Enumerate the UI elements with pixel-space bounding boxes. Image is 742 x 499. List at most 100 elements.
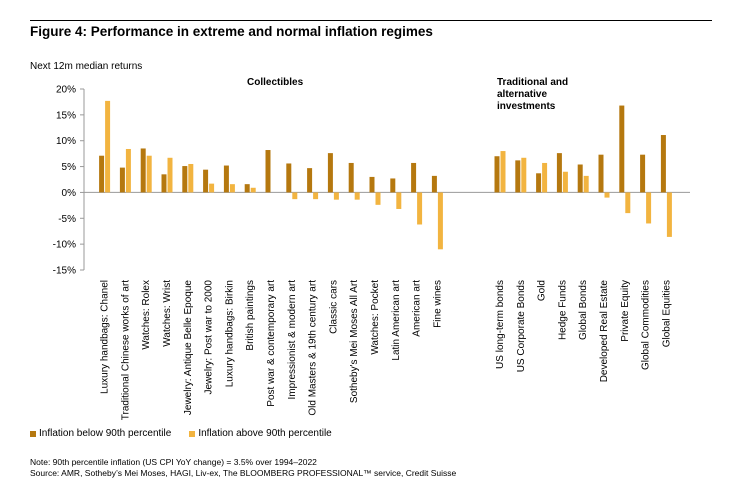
- bar-above-90th: [375, 192, 381, 205]
- x-category-label: Developed Real Estate: [599, 280, 610, 383]
- bar-above-90th: [562, 171, 568, 193]
- bar-above-90th: [167, 157, 173, 193]
- bar-above-90th: [105, 100, 111, 193]
- bar-below-90th: [161, 174, 167, 193]
- bar-below-90th: [99, 155, 105, 193]
- x-category-label: US long-term bonds: [495, 280, 506, 369]
- bar-below-90th: [140, 148, 146, 193]
- y-tick-label: 0%: [62, 188, 77, 199]
- x-category-label: Watches: Pocket: [370, 280, 381, 355]
- y-tick-label: -10%: [53, 240, 76, 251]
- bar-below-90th: [369, 176, 375, 193]
- x-category-label: Sotheby's Mei Moses All Art: [349, 280, 360, 403]
- bar-above-90th: [229, 184, 235, 193]
- bar-above-90th: [604, 192, 610, 198]
- group-label-traditional: Traditional and alternative investments: [497, 77, 569, 112]
- footnote: Note: 90th percentile inflation (US CPI …: [30, 457, 317, 467]
- x-category-label: Impressionist & modern art: [287, 280, 298, 400]
- bar-below-90th: [348, 162, 354, 193]
- x-category-label: Global Equities: [661, 280, 672, 347]
- bar-below-90th: [494, 156, 500, 193]
- bar-below-90th: [286, 163, 292, 193]
- x-category-label: Watches: Rolex: [141, 280, 152, 350]
- bar-below-90th: [556, 153, 562, 193]
- x-category-label: US Corporate Bonds: [516, 280, 527, 372]
- y-axis-label: Next 12m median returns: [30, 61, 143, 72]
- figure-title: Figure 4: Performance in extreme and nor…: [30, 24, 433, 39]
- bar-below-90th: [411, 162, 417, 193]
- x-category-label: Jewelry: Antique Belle Epoque: [183, 280, 194, 416]
- bar-below-90th: [244, 184, 250, 193]
- x-category-label: Global Bonds: [578, 280, 589, 340]
- x-category-label: Fine wines: [432, 280, 443, 328]
- bar-below-90th: [536, 173, 542, 193]
- x-category-label: Post war & contemporary art: [266, 280, 277, 407]
- bar-below-90th: [119, 167, 125, 193]
- bar-above-90th: [625, 192, 631, 214]
- bar-above-90th: [500, 151, 506, 193]
- x-category-label: Watches: Wrist: [162, 280, 173, 347]
- y-tick-label: -5%: [58, 214, 76, 225]
- x-category-label: Latin American art: [391, 280, 402, 361]
- y-tick-label: 20%: [56, 85, 76, 96]
- y-tick-label: 10%: [56, 136, 76, 147]
- x-category-label: Private Equity: [620, 280, 631, 342]
- x-category-label: Classic cars: [328, 280, 339, 334]
- bar-above-90th: [333, 192, 339, 200]
- bar-below-90th: [223, 165, 229, 193]
- y-tick-label: -15%: [53, 266, 76, 277]
- source-note: Source: AMR, Sotheby’s Mei Moses, HAGI, …: [30, 468, 457, 478]
- bar-below-90th: [577, 164, 583, 193]
- bar-below-90th: [307, 168, 313, 193]
- x-category-label: Traditional Chinese works of art: [120, 280, 131, 420]
- bar-above-90th: [666, 192, 672, 237]
- bar-below-90th: [431, 175, 437, 193]
- bar-above-90th: [521, 157, 527, 193]
- x-category-label: Global Commodities: [641, 280, 652, 370]
- bar-below-90th: [598, 154, 604, 193]
- x-category-label: British paintings: [245, 280, 256, 351]
- y-tick-label: 5%: [62, 162, 77, 173]
- bar-below-90th: [327, 153, 333, 193]
- bar-above-90th: [354, 192, 360, 200]
- bar-above-90th: [437, 192, 443, 250]
- bar-below-90th: [265, 150, 271, 193]
- bar-above-90th: [417, 192, 423, 225]
- bar-below-90th: [203, 169, 209, 193]
- legend-swatch-below: [30, 430, 36, 437]
- bar-above-90th: [396, 192, 402, 209]
- x-category-label: Gold: [537, 280, 548, 301]
- bar-below-90th: [182, 166, 188, 193]
- bar-below-90th: [640, 154, 646, 193]
- legend-item-below: Inflation below 90th percentile: [30, 428, 171, 439]
- x-category-label: Old Masters & 19th century art: [308, 280, 319, 416]
- legend-swatch-above: [189, 430, 196, 437]
- bar-above-90th: [313, 192, 319, 200]
- bar-above-90th: [250, 187, 256, 193]
- legend-item-above: Inflation above 90th percentile: [189, 428, 332, 439]
- legend: Inflation below 90th percentile Inflatio…: [30, 428, 332, 439]
- x-category-label: Hedge Funds: [557, 280, 568, 340]
- x-category-label: Luxury handbags: Birkin: [224, 280, 235, 387]
- bar-below-90th: [619, 105, 625, 193]
- bar-above-90th: [209, 183, 215, 193]
- top-rule: [30, 20, 712, 21]
- bar-below-90th: [390, 178, 396, 193]
- x-category-label: Luxury handbags: Chanel: [100, 280, 111, 394]
- bar-above-90th: [542, 162, 548, 193]
- bar-above-90th: [188, 163, 194, 193]
- bar-above-90th: [292, 192, 298, 200]
- bar-below-90th: [660, 135, 666, 193]
- bar-above-90th: [146, 155, 152, 193]
- bar-above-90th: [646, 192, 652, 224]
- bar-above-90th: [125, 148, 131, 193]
- x-category-label: Jewelry: Post war to 2000: [204, 280, 215, 395]
- legend-label-below: Inflation below 90th percentile: [39, 428, 172, 439]
- group-label-collectibles: Collectibles: [247, 77, 304, 88]
- bar-below-90th: [515, 160, 521, 193]
- y-tick-label: 15%: [56, 110, 76, 121]
- x-category-label: American art: [412, 280, 423, 337]
- bar-above-90th: [583, 175, 589, 193]
- legend-label-above: Inflation above 90th percentile: [198, 428, 332, 439]
